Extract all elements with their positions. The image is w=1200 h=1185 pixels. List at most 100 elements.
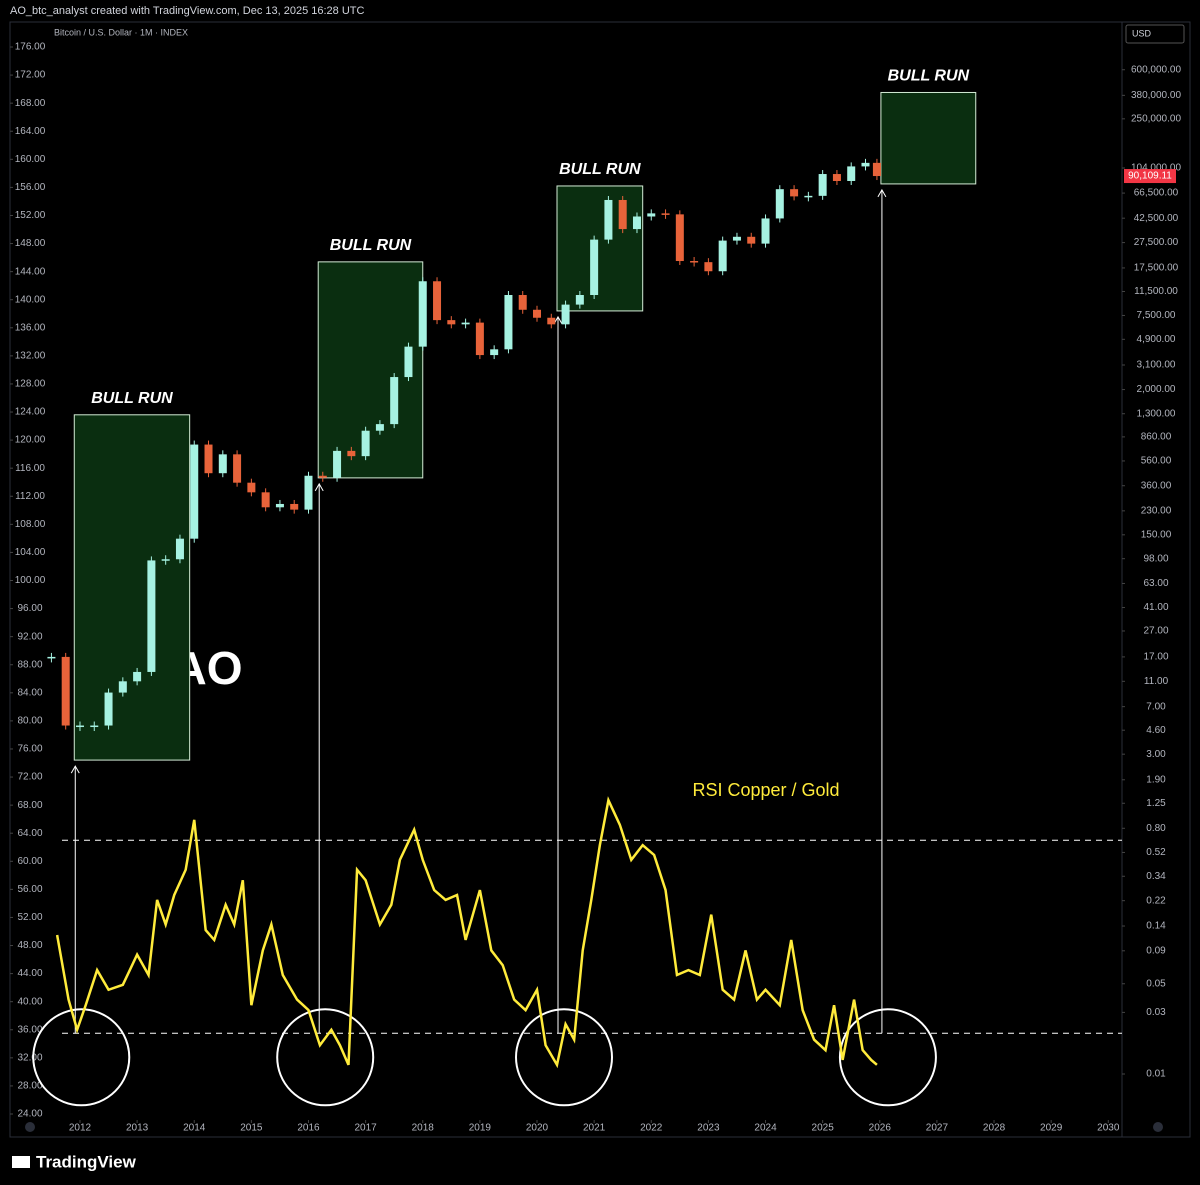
candle bbox=[761, 218, 770, 244]
candle bbox=[861, 162, 870, 167]
candle bbox=[690, 261, 699, 263]
candle bbox=[504, 295, 513, 350]
candle bbox=[90, 725, 99, 728]
candle bbox=[561, 304, 570, 325]
low-circle bbox=[515, 1008, 614, 1107]
x-tick-label: 2025 bbox=[812, 1123, 835, 1134]
x-tick-label: 2015 bbox=[240, 1123, 263, 1134]
y2-tick-label: 27,500.00 bbox=[1134, 237, 1179, 248]
candle bbox=[161, 559, 170, 561]
bull-run-zone bbox=[73, 414, 191, 761]
y2-tick-label: 0.03 bbox=[1146, 1007, 1166, 1018]
y-tick-label: 120.00 bbox=[15, 435, 46, 446]
x-tick-label: 2019 bbox=[469, 1123, 492, 1134]
candle bbox=[447, 320, 456, 325]
candle bbox=[675, 214, 684, 262]
y-tick-label: 44.00 bbox=[17, 968, 42, 979]
low-circle bbox=[838, 1008, 937, 1107]
candle bbox=[575, 295, 584, 305]
y2-tick-label: 17,500.00 bbox=[1134, 263, 1179, 274]
candle bbox=[61, 656, 70, 726]
x-tick-label: 2012 bbox=[69, 1123, 92, 1134]
y-tick-label: 156.00 bbox=[15, 182, 46, 193]
candle bbox=[147, 560, 156, 672]
y-tick-label: 148.00 bbox=[15, 238, 46, 249]
y-tick-label: 176.00 bbox=[15, 42, 46, 53]
candle bbox=[872, 162, 881, 177]
candle bbox=[832, 174, 841, 181]
y2-tick-label: 600,000.00 bbox=[1131, 64, 1181, 75]
x-tick-label: 2028 bbox=[983, 1123, 1006, 1134]
y-tick-label: 104.00 bbox=[15, 547, 46, 558]
y-tick-label: 64.00 bbox=[17, 828, 42, 839]
candle bbox=[75, 725, 84, 728]
y2-tick-label: 17.00 bbox=[1143, 652, 1168, 663]
arrow-head bbox=[553, 315, 563, 325]
y2-tick-label: 860.00 bbox=[1141, 432, 1172, 443]
candle bbox=[390, 377, 399, 425]
y2-tick-label: 63.00 bbox=[1143, 578, 1168, 589]
y-tick-label: 56.00 bbox=[17, 884, 42, 895]
y-tick-label: 28.00 bbox=[17, 1081, 42, 1092]
y2-tick-label: 3.00 bbox=[1146, 749, 1166, 760]
y2-tick-label: 7,500.00 bbox=[1137, 310, 1176, 321]
candle bbox=[647, 213, 656, 217]
y-tick-label: 144.00 bbox=[15, 266, 46, 277]
last-price-label: 90,109.11 bbox=[1128, 171, 1172, 182]
panel-border bbox=[9, 21, 1191, 1138]
candle bbox=[418, 281, 427, 347]
y-tick-label: 128.00 bbox=[15, 379, 46, 390]
y2-tick-label: 0.34 bbox=[1146, 871, 1166, 882]
y2-tick-label: 98.00 bbox=[1143, 553, 1168, 564]
symbol: Bitcoin / U.S. Dollar · 1M · INDEX bbox=[54, 27, 188, 37]
z-button[interactable] bbox=[25, 1122, 35, 1132]
low-circle bbox=[32, 1008, 131, 1107]
y2-tick-label: 42,500.00 bbox=[1134, 213, 1179, 224]
y-tick-label: 52.00 bbox=[17, 912, 42, 923]
candle bbox=[118, 681, 127, 693]
y-tick-label: 168.00 bbox=[15, 98, 46, 109]
y-tick-label: 172.00 bbox=[15, 70, 46, 81]
y-tick-label: 160.00 bbox=[15, 154, 46, 165]
candle bbox=[261, 492, 270, 508]
y-tick-label: 112.00 bbox=[15, 491, 45, 502]
candle bbox=[304, 475, 313, 510]
y-tick-label: 68.00 bbox=[17, 800, 42, 811]
x-tick-label: 2030 bbox=[1097, 1123, 1120, 1134]
candle bbox=[818, 174, 827, 196]
currency-box bbox=[1125, 24, 1185, 44]
a-button[interactable] bbox=[1153, 1122, 1163, 1132]
arrow-head bbox=[314, 482, 324, 492]
y2-tick-label: 4,900.00 bbox=[1137, 334, 1176, 345]
x-tick-label: 2020 bbox=[526, 1123, 549, 1134]
candle bbox=[704, 262, 713, 272]
candle bbox=[804, 195, 813, 198]
candle bbox=[490, 349, 499, 356]
y2-tick-label: 0.14 bbox=[1146, 921, 1166, 932]
y-tick-label: 152.00 bbox=[15, 210, 46, 221]
candle bbox=[718, 240, 727, 272]
y-tick-label: 60.00 bbox=[17, 856, 42, 867]
y2-tick-label: 2,000.00 bbox=[1137, 384, 1176, 395]
x-tick-label: 2026 bbox=[869, 1123, 892, 1134]
y2-tick-label: 1.25 bbox=[1146, 798, 1166, 809]
y-tick-label: 48.00 bbox=[17, 940, 42, 951]
y-tick-label: 132.00 bbox=[15, 351, 46, 362]
zone-label: BULL RUN bbox=[330, 237, 412, 254]
candle bbox=[218, 454, 227, 474]
y-tick-label: 84.00 bbox=[17, 687, 42, 698]
y-tick-label: 72.00 bbox=[17, 772, 42, 783]
candle bbox=[275, 503, 284, 508]
y-tick-label: 140.00 bbox=[15, 294, 46, 305]
candle bbox=[518, 295, 527, 310]
series-label: RSI Copper / Gold bbox=[692, 780, 839, 800]
y2-tick-label: 27.00 bbox=[1143, 626, 1168, 637]
candle bbox=[290, 503, 299, 510]
y-tick-label: 108.00 bbox=[15, 519, 46, 530]
x-tick-label: 2021 bbox=[583, 1123, 606, 1134]
candle bbox=[204, 444, 213, 474]
y-tick-label: 92.00 bbox=[17, 631, 42, 642]
y-tick-label: 24.00 bbox=[17, 1109, 42, 1120]
x-tick-label: 2018 bbox=[412, 1123, 435, 1134]
candle bbox=[433, 281, 442, 321]
